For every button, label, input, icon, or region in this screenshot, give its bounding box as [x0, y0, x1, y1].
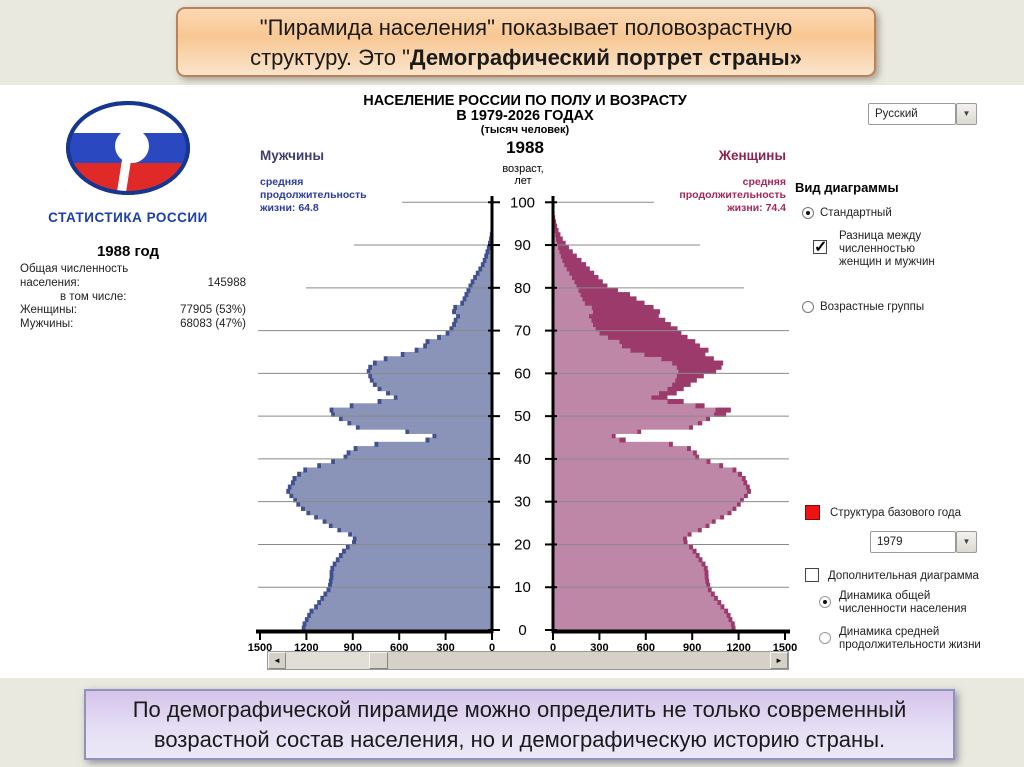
stats-line: Общая численность	[20, 263, 129, 275]
scrollbar-track-left[interactable]	[286, 652, 369, 669]
rosstat-logo-icon	[66, 101, 190, 195]
radio-standard[interactable]	[802, 207, 814, 219]
stats-line: в том числе:	[60, 290, 127, 303]
stats-line: Мужчины: 68083 (47%)	[20, 318, 246, 331]
chevron-down-icon: ▼	[962, 537, 971, 546]
top-banner-line1: "Пирамида населения" показывает половозр…	[259, 15, 793, 40]
language-select[interactable]: Русский ▼	[868, 103, 978, 125]
chart-units: (тысяч человек)	[480, 124, 570, 136]
bottom-banner-line2: возрастной состав населения, но и демогр…	[153, 727, 886, 752]
scrollbar-left-button[interactable]: ◄	[268, 652, 286, 669]
base-year-legend-swatch	[805, 505, 820, 520]
chart-title-line1: НАСЕЛЕНИЕ РОССИИ ПО ПОЛУ И ВОЗРАСТУ	[363, 93, 687, 109]
stats-line: Женщины: 77905 (53%)	[20, 304, 246, 317]
bottom-banner: По демографической пирамиде можно опреде…	[84, 689, 955, 760]
language-select-value[interactable]: Русский	[868, 103, 956, 125]
stats-year-title: 1988 год	[96, 243, 160, 260]
radio-age-groups-label[interactable]: Возрастные группы	[820, 301, 925, 313]
app-window-background	[0, 85, 1024, 678]
logo-caption: СТАТИСТИКА РОССИИ	[48, 210, 208, 225]
chart-current-year: 1988	[506, 138, 544, 157]
base-year-select[interactable]: 1979 ▼	[870, 531, 977, 553]
men-life-expectancy: средняя продолжительность жизни: 64.8	[260, 176, 367, 214]
women-life-expectancy: средняя продолжительность жизни: 74.4	[679, 176, 786, 214]
checkbox-diff[interactable]	[813, 237, 827, 257]
top-banner-line2: структуру. Это "Демографический портрет …	[250, 45, 802, 70]
women-series-label: Женщины	[718, 148, 786, 163]
chevron-down-icon: ▼	[962, 109, 971, 118]
checkbox-additional-diagram[interactable]	[805, 568, 819, 582]
radio-dynamics-total-label[interactable]: Динамика общей численности населения	[839, 590, 967, 615]
age-axis-label-line1: возраст,	[502, 163, 544, 175]
radio-age-groups[interactable]	[802, 301, 814, 313]
radio-dynamics-life-label[interactable]: Динамика средней продолжительности жизни	[839, 626, 981, 651]
radio-dynamics-life[interactable]	[819, 632, 831, 644]
language-select-arrow-button[interactable]: ▼	[956, 103, 977, 125]
year-scrollbar[interactable]: ◄ ►	[267, 651, 789, 670]
base-year-legend-label: Структура базового года	[830, 507, 961, 519]
chart-title-line2: В 1979-2026 ГОДАХ	[456, 108, 594, 124]
stats-line: населения: 145988	[20, 276, 246, 289]
age-axis-label-line2: лет	[514, 175, 532, 187]
top-banner: "Пирамида населения" показывает половозр…	[176, 7, 876, 77]
radio-dynamics-total[interactable]	[819, 596, 831, 608]
checkbox-additional-diagram-label[interactable]: Дополнительная диаграмма	[828, 570, 979, 582]
arrow-right-icon: ►	[775, 656, 783, 665]
view-heading: Вид диаграммы	[795, 180, 899, 195]
base-year-select-value[interactable]: 1979	[870, 531, 956, 553]
arrow-left-icon: ◄	[273, 656, 281, 665]
men-series-label: Мужчины	[260, 148, 324, 163]
base-year-select-arrow-button[interactable]: ▼	[956, 531, 977, 553]
scrollbar-right-button[interactable]: ►	[770, 652, 788, 669]
bottom-banner-line1: По демографической пирамиде можно опреде…	[132, 697, 907, 722]
radio-standard-label[interactable]: Стандартный	[820, 207, 892, 219]
stats-panel: Общая численность населения: 145988 в том…	[20, 263, 246, 332]
checkbox-diff-label[interactable]: Разница между численностью женщин и мужч…	[839, 230, 935, 268]
scrollbar-thumb[interactable]	[369, 652, 388, 669]
